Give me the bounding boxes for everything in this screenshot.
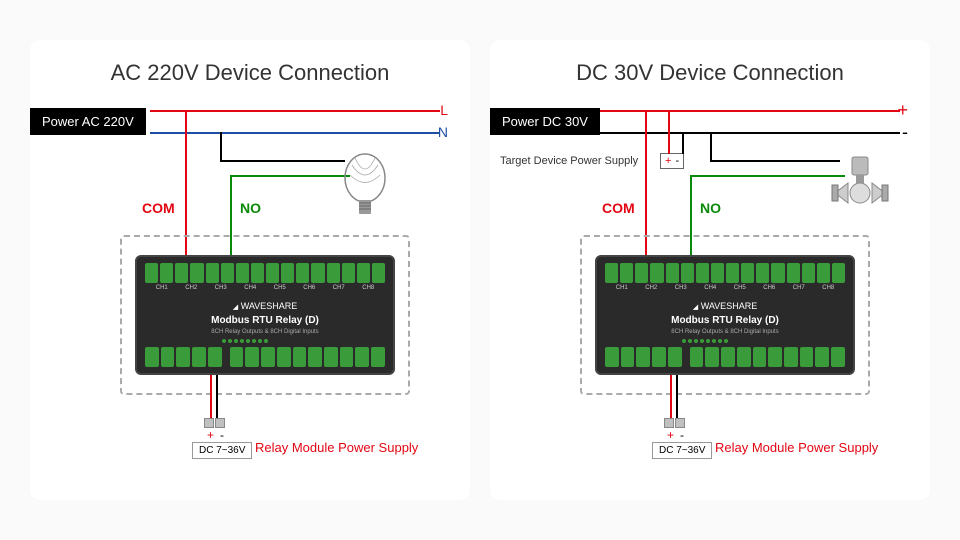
dc-psu-neg-wire	[676, 375, 678, 420]
relay-ch-labels: CH1CH2CH3CH4CH5CH6CH7CH8	[147, 285, 383, 291]
l-wire-h	[150, 110, 440, 112]
dc-psu-neg: -	[680, 428, 684, 442]
valve-wire-v	[710, 132, 712, 160]
psu-pos-wire	[210, 375, 212, 420]
dc-relay-module: CH1CH2CH3CH4CH5CH6CH7CH8 ◢ WAVESHARE Mod…	[595, 255, 855, 375]
no-label: NO	[240, 200, 261, 216]
psu-pos: +	[207, 428, 214, 442]
n-wire-h	[150, 132, 440, 134]
relay-top-terminals	[145, 263, 385, 283]
dc-relay-top-terminals	[605, 263, 845, 283]
dc-psu-caption: Relay Module Power Supply	[715, 440, 878, 455]
dc-psu-pos: +	[667, 428, 674, 442]
target-psu-box: +-	[660, 153, 684, 169]
psu-label: DC 7~36V	[192, 442, 252, 459]
relay-brand: ◢ WAVESHARE	[137, 301, 393, 311]
ac-panel: AC 220V Device Connection Power AC 220V …	[30, 40, 470, 500]
psu-terminals	[204, 418, 225, 428]
pos-label: +	[897, 100, 908, 121]
psu-caption: Relay Module Power Supply	[255, 440, 418, 455]
dc-relay-model: Modbus RTU Relay (D)	[597, 315, 853, 326]
l-label: L	[440, 102, 448, 118]
relay-module: CH1CH2CH3CH4CH5CH6CH7CH8 ◢ WAVESHARE Mod…	[135, 255, 395, 375]
dc-com-label: COM	[602, 200, 635, 216]
dc-relay-brand: ◢ WAVESHARE	[597, 301, 853, 311]
dc-psu-pos-wire	[670, 375, 672, 420]
target-psu-label: Target Device Power Supply	[500, 155, 638, 167]
no-wire-h	[230, 175, 350, 177]
dc-relay-ch-labels: CH1CH2CH3CH4CH5CH6CH7CH8	[607, 285, 843, 291]
bulb-icon	[340, 150, 390, 220]
dc-relay-desc: 8CH Relay Outputs & 8CH Digital Inputs	[597, 329, 853, 335]
psu-neg: -	[220, 428, 224, 442]
dc-psu-terminals	[664, 418, 685, 428]
dc-no-wire-h	[690, 175, 845, 177]
bulb-wire-v1	[220, 132, 222, 160]
com-label: COM	[142, 200, 175, 216]
dc-power-label: Power DC 30V	[490, 108, 600, 135]
dc-psu-label: DC 7~36V	[652, 442, 712, 459]
relay-model: Modbus RTU Relay (D)	[137, 315, 393, 326]
dc-title: DC 30V Device Connection	[510, 60, 910, 86]
valve-wire-h	[710, 160, 840, 162]
dc-panel: DC 30V Device Connection Power DC 30V + …	[490, 40, 930, 500]
n-label: N	[438, 124, 448, 140]
relay-leds	[222, 339, 268, 343]
dc-relay-bottom-terminals	[605, 347, 845, 367]
psu-neg-wire	[216, 375, 218, 420]
neg-label: -	[902, 122, 908, 143]
tgt-pos-v	[668, 110, 670, 154]
tgt-neg-v	[682, 132, 684, 154]
valve-icon	[830, 155, 890, 210]
ac-power-label: Power AC 220V	[30, 108, 146, 135]
dc-relay-leds	[682, 339, 728, 343]
bulb-wire-h	[220, 160, 345, 162]
ac-title: AC 220V Device Connection	[50, 60, 450, 86]
relay-desc: 8CH Relay Outputs & 8CH Digital Inputs	[137, 329, 393, 335]
dc-no-label: NO	[700, 200, 721, 216]
relay-bottom-terminals	[145, 347, 385, 367]
